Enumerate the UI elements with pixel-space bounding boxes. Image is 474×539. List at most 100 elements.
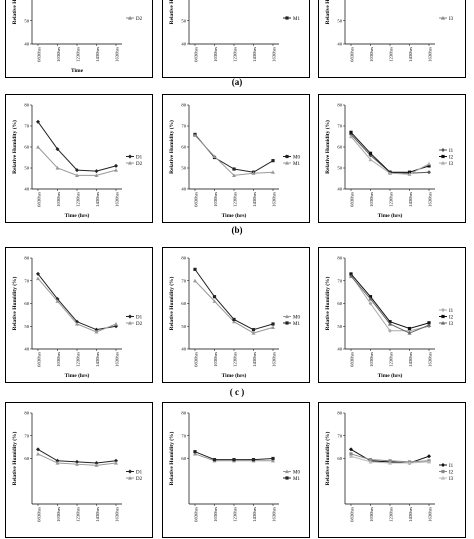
y-axis-label: Relative Humidity (%) xyxy=(324,0,331,24)
x-tick-label: 0830hrs xyxy=(37,192,42,207)
y-axis-label: Relative Humidity (%) xyxy=(324,431,331,485)
legend-label-D2: D2 xyxy=(136,162,143,167)
x-tick-label: 1430hrs xyxy=(95,352,100,367)
data-point-I3 xyxy=(388,461,392,465)
legend-marker-M0 xyxy=(285,469,289,474)
data-point-D1 xyxy=(55,147,60,152)
x-tick-label: 1230hrs xyxy=(233,192,238,207)
legend-marker-D1 xyxy=(128,154,132,159)
y-tick-label: 60 xyxy=(24,145,29,150)
data-point-M1 xyxy=(251,171,256,175)
data-point-M0 xyxy=(271,458,275,463)
y-tick-label: 50 xyxy=(181,324,186,329)
x-tick-label: 0830hrs xyxy=(37,47,42,62)
data-point-M1 xyxy=(193,267,197,271)
x-tick-label: 1230hrs xyxy=(389,507,394,522)
y-axis-label: Relative Humidity (%) xyxy=(11,120,18,174)
chart-svg-b1: 40 50 60 70 80 0830hrs 1030hrs 1230hrs 1430hrs 16… xyxy=(11,103,143,219)
series-line-I3 xyxy=(350,136,430,175)
chart-svg-d2: 60 70 80 0830hrs 1030hrs 1230hrs 1430hrs 1630hr… xyxy=(168,411,300,522)
data-point-I3 xyxy=(368,459,373,464)
legend-marker-M0 xyxy=(285,154,289,159)
data-point-M1 xyxy=(232,173,236,177)
data-point-M1 xyxy=(193,450,197,454)
x-tick-label: 1430hrs xyxy=(95,192,100,207)
data-point-D1 xyxy=(75,168,79,173)
chart-svg-a1: 40 50 0830hrs 1030hrs 1230hrs 1430hrs 1630hrs R… xyxy=(11,0,143,74)
y-tick-label: 70 xyxy=(24,124,29,129)
x-tick-label: 1030hrs xyxy=(369,47,374,62)
legend-label-I2: I2 xyxy=(449,315,454,320)
data-point-I3 xyxy=(407,172,412,176)
y-tick-label: 60 xyxy=(337,456,342,461)
data-point-I1 xyxy=(349,132,353,137)
data-point-D2 xyxy=(114,461,118,465)
x-tick-label: 1230hrs xyxy=(233,352,238,367)
x-tick-label: 0830hrs xyxy=(194,352,199,367)
x-tick-label: 1430hrs xyxy=(252,507,257,522)
x-axis-label: Time (hrs) xyxy=(65,212,90,219)
series-line-I2 xyxy=(350,131,430,173)
y-axis-label: Relative Humidity (%) xyxy=(324,276,331,330)
y-axis-label: Relative Humidity (%) xyxy=(11,431,18,485)
series-line-D1 xyxy=(37,121,117,172)
y-axis-label: Relative Humidity (%) xyxy=(168,120,175,174)
y-tick-label: 80 xyxy=(337,103,342,108)
legend-marker-M1 xyxy=(285,476,289,480)
x-tick-label: 1630hrs xyxy=(428,47,433,62)
x-axis-label: Time xyxy=(71,68,84,74)
chart-panel-b3: 40 50 60 70 80 0830hrs 1030hrs 1230hrs 1430hrs 16… xyxy=(318,94,466,223)
data-point-D1 xyxy=(55,458,60,463)
data-point-I2 xyxy=(427,321,431,325)
chart-svg-d3: 60 70 80 0830hrs 1030hrs 1230hrs 1430hrs 1630hr… xyxy=(324,411,454,522)
y-tick-label: 40 xyxy=(181,187,186,192)
data-point-M0 xyxy=(251,331,256,335)
y-tick-label: 60 xyxy=(181,456,186,461)
data-point-I3 xyxy=(368,296,373,301)
y-tick-label: 50 xyxy=(337,166,342,171)
x-tick-label: 1430hrs xyxy=(408,507,413,522)
legend-marker-M1 xyxy=(285,16,289,20)
x-tick-label: 1230hrs xyxy=(76,352,81,367)
chart-svg-c3: 40 50 60 70 80 0830hrs 1030hrs 1230hrs 1430hrs 16… xyxy=(324,256,454,379)
y-tick-label: 50 xyxy=(24,166,29,171)
data-point-D2 xyxy=(75,462,79,466)
chart-panel-a3: 40 50 0830hrs 1030hrs 1230hrs 1430hrs 1630hrs R… xyxy=(318,0,466,78)
data-point-I3 xyxy=(407,331,412,335)
data-point-D2 xyxy=(36,145,40,149)
legend-marker-I1 xyxy=(441,308,445,312)
y-tick-label: 40 xyxy=(181,42,186,47)
data-point-D2 xyxy=(114,168,118,172)
x-tick-label: 1430hrs xyxy=(252,47,257,62)
x-tick-label: 1430hrs xyxy=(408,192,413,207)
x-tick-label: 1030hrs xyxy=(213,47,218,62)
legend-marker-D1 xyxy=(128,314,132,319)
data-point-D2 xyxy=(75,321,79,326)
legend-marker-I1 xyxy=(441,148,445,152)
legend-label-M0: M0 xyxy=(293,315,300,320)
data-point-I1 xyxy=(407,328,412,333)
data-point-M1 xyxy=(251,328,256,332)
data-point-I3 xyxy=(427,459,431,464)
legend-marker-I2 xyxy=(441,314,445,319)
x-tick-label: 1230hrs xyxy=(389,47,394,62)
data-point-I2 xyxy=(368,295,373,299)
data-point-M1 xyxy=(232,317,236,322)
x-tick-label: 1030hrs xyxy=(56,352,61,367)
legend-marker-I3 xyxy=(441,161,445,165)
x-tick-label: 1030hrs xyxy=(213,507,218,522)
x-tick-label: 0830hrs xyxy=(350,192,355,207)
data-point-D1 xyxy=(94,169,99,174)
data-point-I2 xyxy=(368,458,373,462)
y-tick-label: 70 xyxy=(337,278,342,283)
data-point-M0 xyxy=(232,167,236,171)
data-point-I2 xyxy=(427,164,431,168)
x-tick-label: 1030hrs xyxy=(369,192,374,207)
x-tick-label: 1230hrs xyxy=(233,507,238,522)
x-axis-label: Time (hrs) xyxy=(222,212,247,219)
data-point-I2 xyxy=(349,130,353,134)
x-tick-label: 0830hrs xyxy=(350,507,355,522)
legend-label-M0: M0 xyxy=(293,470,300,475)
data-point-D2 xyxy=(94,463,99,467)
y-tick-label: 80 xyxy=(24,256,29,261)
